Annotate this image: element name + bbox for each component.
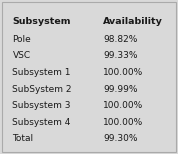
Text: 100.00%: 100.00%: [103, 101, 143, 110]
Text: SubSystem 2: SubSystem 2: [12, 85, 72, 93]
Text: 100.00%: 100.00%: [103, 118, 143, 127]
Text: Subsystem 4: Subsystem 4: [12, 118, 71, 127]
Text: Subsystem 1: Subsystem 1: [12, 68, 71, 77]
Text: Availability: Availability: [103, 17, 163, 26]
Text: VSC: VSC: [12, 51, 31, 60]
Text: Total: Total: [12, 134, 34, 143]
Text: 99.33%: 99.33%: [103, 51, 138, 60]
Text: Pole: Pole: [12, 35, 31, 44]
FancyBboxPatch shape: [2, 2, 176, 152]
Text: Subsystem 3: Subsystem 3: [12, 101, 71, 110]
Text: 98.82%: 98.82%: [103, 35, 138, 44]
Text: Subsystem: Subsystem: [12, 17, 71, 26]
Text: 100.00%: 100.00%: [103, 68, 143, 77]
Text: 99.99%: 99.99%: [103, 85, 138, 93]
Text: 99.30%: 99.30%: [103, 134, 138, 143]
